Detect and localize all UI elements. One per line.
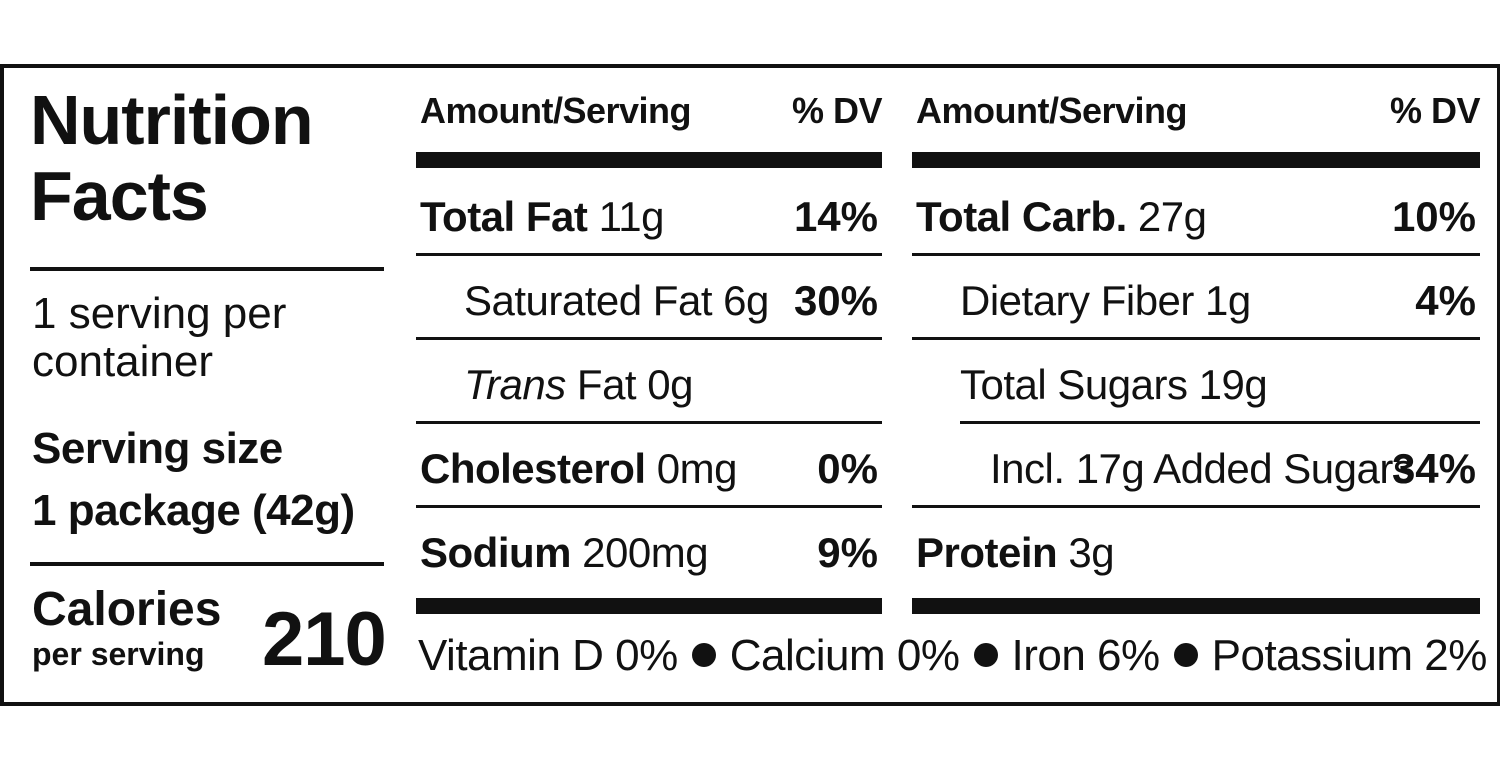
nutrient-name: Total Carb.: [916, 193, 1127, 240]
nutrient-name: Cholesterol: [420, 445, 646, 492]
serving-size: Serving size 1 package (42g): [32, 418, 392, 542]
amount-serving-header: Amount/Serving: [916, 90, 1188, 131]
row-divider: [912, 253, 1480, 256]
dv-header: % DV: [791, 90, 883, 131]
nutrient-row-protein: Protein 3g: [912, 508, 1480, 592]
nutrient-row-trans-fat: Trans Fat 0g: [416, 340, 882, 424]
calcium: Calcium 0%: [729, 631, 960, 680]
iron: Iron 6%: [1011, 631, 1161, 680]
calories-label-block: Calories per serving: [32, 583, 222, 673]
column-header: Amount/Serving % DV: [912, 90, 1481, 138]
potassium: Potassium 2%: [1211, 631, 1488, 680]
thick-rule: [912, 152, 1480, 168]
dv-header: % DV: [1389, 90, 1481, 131]
vitamins-minerals-line: Vitamin D 0% Calcium 0% Iron 6% Potassium 2…: [418, 626, 1488, 686]
thick-rule: [912, 598, 1480, 614]
nutrient-name: Incl. 17g Added Sugars: [990, 445, 1414, 492]
row-divider: [416, 421, 882, 424]
calories-label: Calories: [32, 583, 222, 636]
nutrient-amount: 11g: [598, 193, 665, 240]
nutrient-row-added-sugars: Incl. 17g Added Sugars 34%: [912, 424, 1480, 508]
bullet-icon: [1173, 643, 1198, 668]
nutrient-row-sodium: Sodium 200mg 9%: [416, 508, 882, 592]
nutrient-row-saturated-fat: Saturated Fat 6g 30%: [416, 256, 882, 340]
servings-per-container: 1 serving per container: [32, 289, 287, 386]
nutrient-name: Protein: [916, 529, 1058, 576]
nutrient-row-total-sugars: Total Sugars 19g: [912, 340, 1480, 424]
left-divider-bottom: [30, 562, 384, 566]
nutrient-dv: 4%: [1415, 277, 1476, 324]
nutrient-name: Sodium: [420, 529, 572, 576]
thick-rule: [416, 152, 882, 168]
nutrient-name: Total Sugars 19g: [960, 361, 1268, 408]
nutrient-name: Total Fat: [420, 193, 588, 240]
row-divider: [416, 337, 882, 340]
nutrient-dv: 9%: [817, 529, 878, 576]
row-divider: [912, 337, 1480, 340]
nutrient-dv: 34%: [1391, 445, 1476, 492]
column-header: Amount/Serving % DV: [416, 90, 883, 138]
nutrient-name: Fat 0g: [565, 361, 694, 408]
nutrient-amount: 3g: [1068, 529, 1115, 576]
nutrient-amount: 200mg: [582, 529, 709, 576]
vitamin-d: Vitamin D 0%: [418, 631, 678, 680]
nutrient-row-cholesterol: Cholesterol 0mg 0%: [416, 424, 882, 508]
nutrient-amount: 0mg: [656, 445, 738, 492]
serving-size-label: Serving size: [32, 424, 283, 473]
nutrient-name: Dietary Fiber 1g: [960, 277, 1251, 324]
amount-serving-header: Amount/Serving: [420, 90, 692, 131]
calories-sublabel: per serving: [32, 636, 205, 672]
nutrient-row-dietary-fiber: Dietary Fiber 1g 4%: [912, 256, 1480, 340]
row-divider: [416, 505, 882, 508]
nutrient-dv: 10%: [1391, 193, 1476, 240]
nutrient-row-total-fat: Total Fat 11g 14%: [416, 172, 882, 256]
nutrient-dv: 0%: [817, 445, 878, 492]
nutrient-name-italic: Trans: [464, 361, 566, 408]
nutrition-facts-label: Nutrition Facts 1 serving per container …: [0, 64, 1500, 706]
nutrient-name: Saturated Fat 6g: [464, 277, 769, 324]
nutrient-row-total-carb: Total Carb. 27g 10%: [912, 172, 1480, 256]
label-title: Nutrition Facts: [30, 81, 314, 235]
thick-rule: [416, 598, 882, 614]
nutrient-dv: 14%: [793, 193, 878, 240]
calories-value: 210: [262, 597, 387, 682]
row-divider: [416, 253, 882, 256]
nutrient-dv: 30%: [793, 277, 878, 324]
bullet-icon: [973, 643, 998, 668]
nutrient-amount: 27g: [1137, 193, 1207, 240]
row-divider: [960, 421, 1480, 424]
row-divider: [912, 505, 1480, 508]
serving-size-value: 1 package (42g): [32, 486, 355, 535]
left-divider-top: [30, 267, 384, 271]
bullet-icon: [691, 643, 716, 668]
